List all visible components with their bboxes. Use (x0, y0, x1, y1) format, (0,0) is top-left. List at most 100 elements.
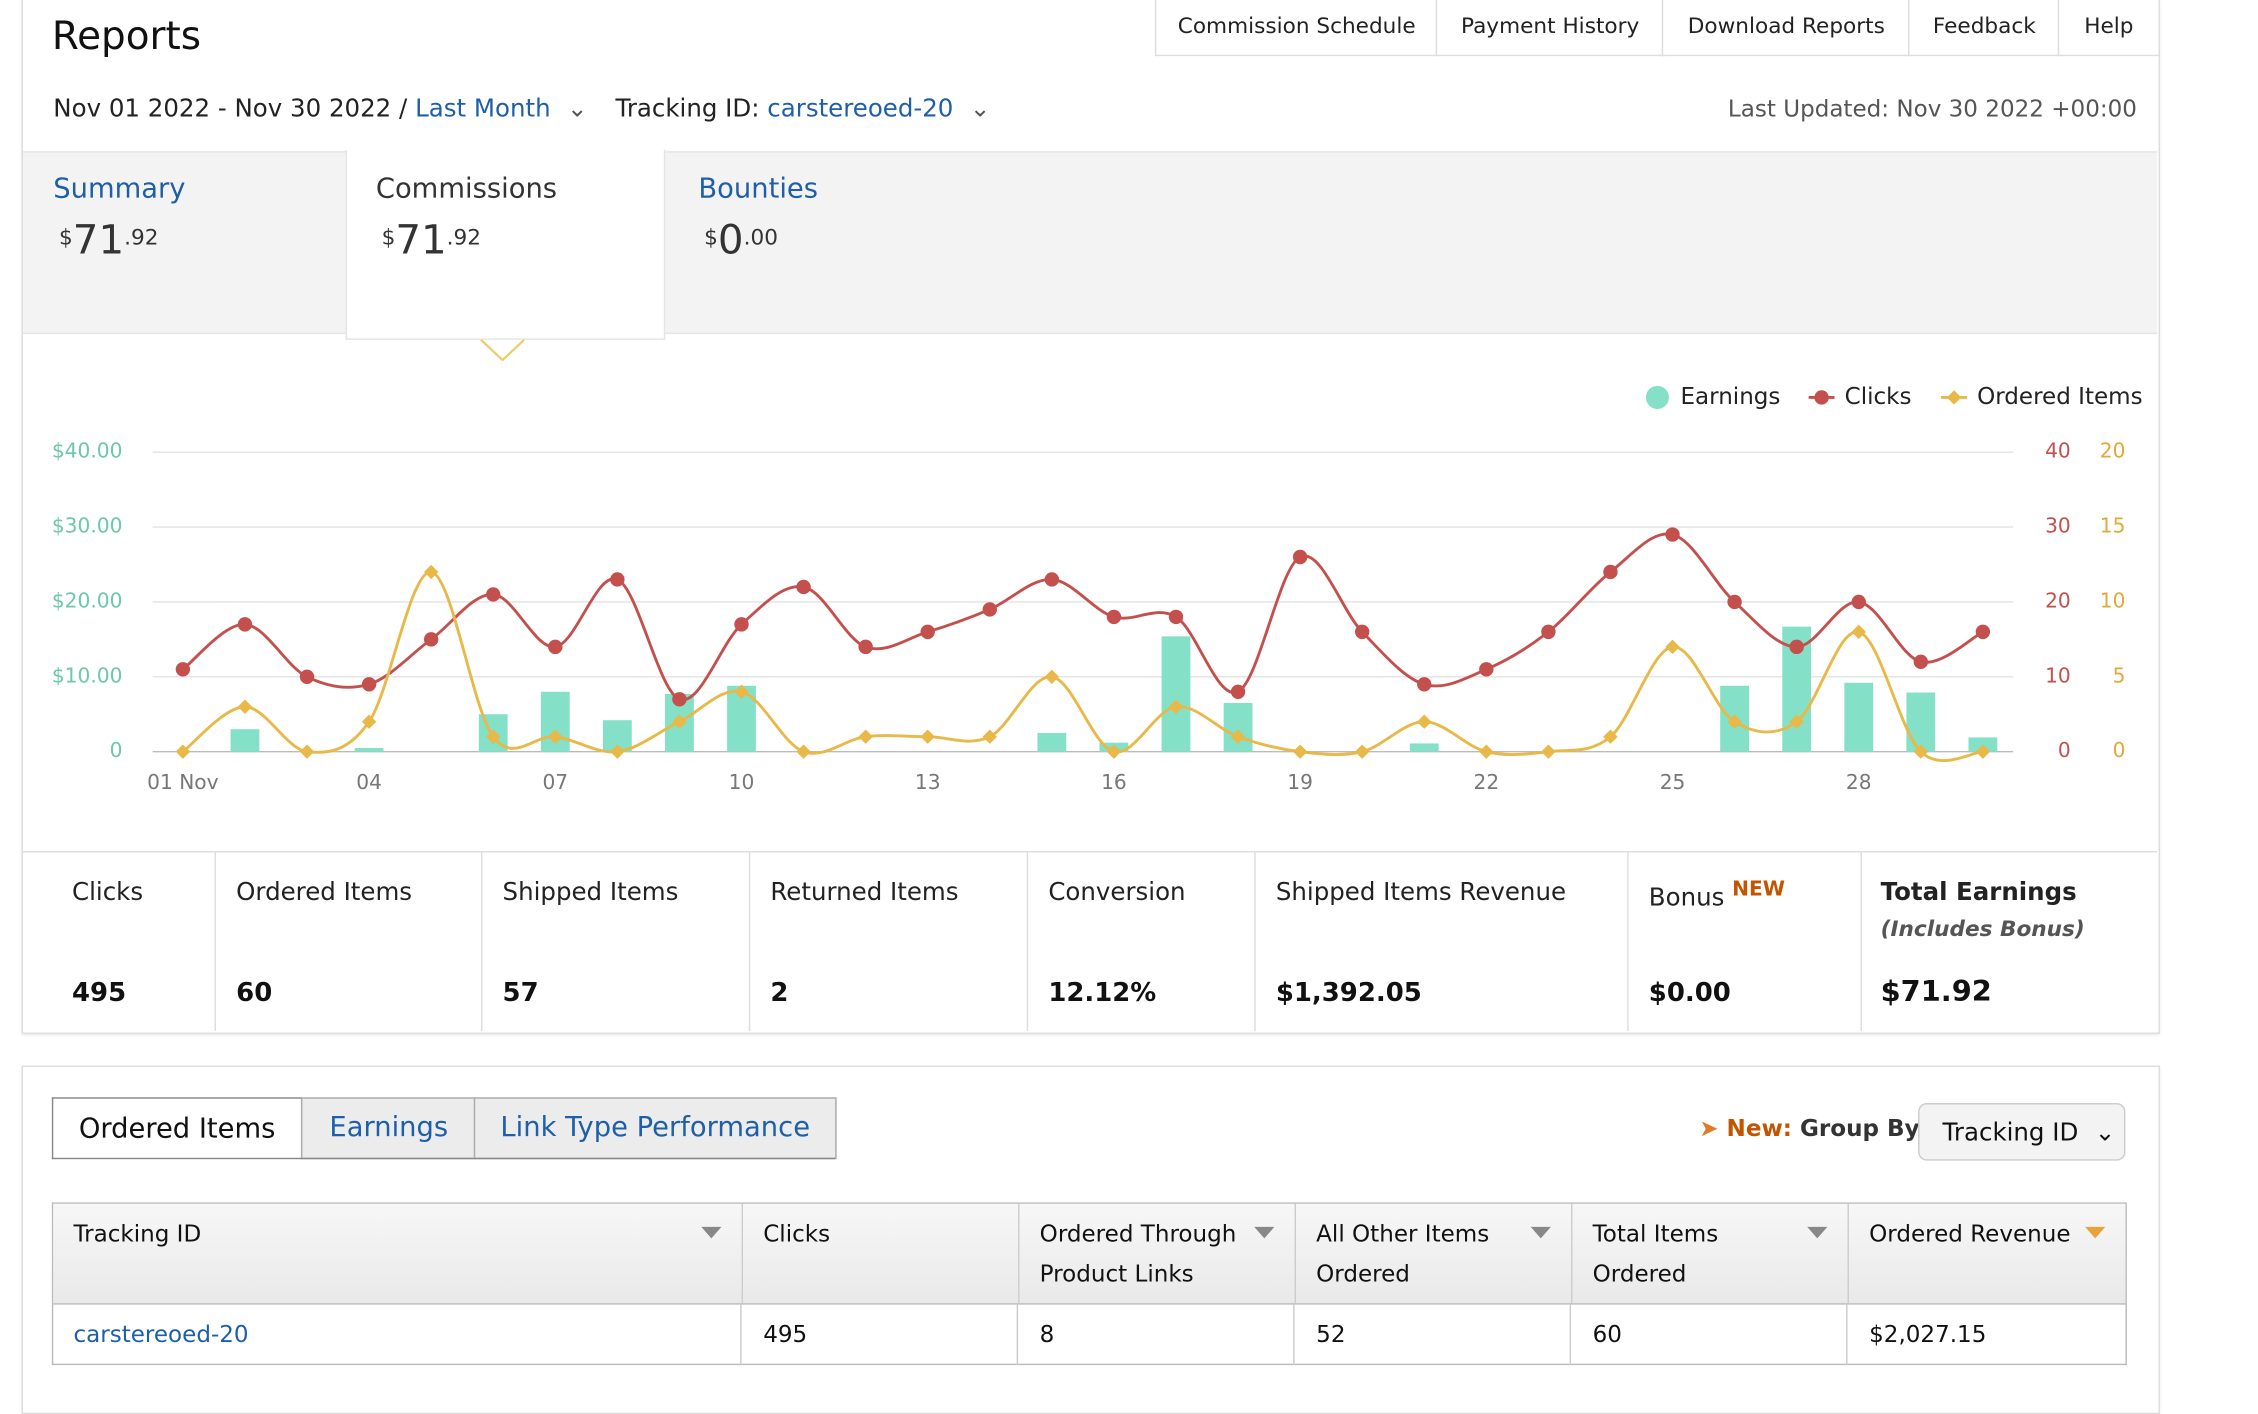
group-select[interactable]: Tracking ID ⌄ (1918, 1103, 2126, 1161)
x-tick-label: 01 Nov (147, 770, 218, 794)
marker (237, 699, 253, 714)
column-header[interactable]: Ordered Through Product Links (1019, 1203, 1296, 1304)
subtab[interactable]: Earnings (300, 1097, 477, 1160)
marker (796, 579, 811, 595)
marker (1292, 549, 1308, 565)
bar (1906, 692, 1936, 752)
marker (1913, 744, 1929, 759)
summary-tab[interactable]: Bounties $0.00 (698, 173, 818, 264)
marker (1727, 594, 1742, 610)
marker (423, 632, 439, 647)
y-tick-label: 30 (2045, 514, 2071, 538)
cell: $2,027.15 (1869, 1320, 1987, 1348)
nav-button[interactable]: Payment History (1435, 0, 1665, 57)
nav-button[interactable]: Help (2057, 0, 2160, 57)
column-header[interactable]: Clicks (743, 1203, 1020, 1304)
group-label: Group By: (1799, 1114, 1929, 1142)
marker (1789, 714, 1804, 729)
marker (1479, 744, 1494, 759)
stat-label: Ordered Items (236, 878, 413, 908)
nav-button[interactable]: Download Reports (1661, 0, 1911, 57)
marker (734, 617, 749, 632)
marker (1541, 624, 1556, 640)
marker (672, 714, 687, 729)
stat-value: 12.12% (1048, 977, 1157, 1009)
stat: Returned Items 2 (749, 852, 1029, 1032)
marker (423, 564, 439, 580)
y-tick-label: 20 (2045, 588, 2071, 612)
marker (1851, 624, 1866, 640)
stat-value: 495 (72, 977, 127, 1009)
y-tick-label: 10 (2045, 663, 2071, 687)
page: Reports Commission Schedule Payment Hist… (21, 0, 2160, 1414)
y-tick-label: $20.00 (52, 588, 123, 612)
marker (1417, 677, 1432, 692)
stat-label: Shipped Items (502, 878, 679, 908)
marker (1789, 639, 1804, 655)
y-tick-label: 0 (2058, 738, 2071, 762)
x-tick-label: 22 (1474, 770, 1500, 794)
stat: Clicks 495 (22, 852, 217, 1032)
legend-swatch (1814, 390, 1829, 405)
page-title: Reports (51, 14, 201, 60)
date-range: Nov 01 2022 - Nov 30 2022 / (53, 95, 408, 124)
column-header[interactable]: Ordered Revenue (1848, 1203, 2126, 1304)
column-header[interactable]: Tracking ID (53, 1203, 744, 1304)
stat-label: Conversion (1048, 878, 1186, 908)
marker (299, 669, 315, 684)
header-text: Clicks (763, 1219, 831, 1248)
tab-label: Bounties (698, 172, 819, 205)
marker (1230, 684, 1246, 699)
bar (1223, 703, 1253, 752)
subtab[interactable]: Link Type Performance (473, 1097, 837, 1160)
marker (1044, 669, 1060, 684)
stat: Total Earnings (Includes Bonus) $71.92 (1860, 852, 2157, 1031)
marker (361, 714, 377, 729)
y-tick-label: 5 (2113, 663, 2126, 687)
rocket-icon: ➤ (1699, 1114, 1719, 1142)
marker (548, 639, 563, 655)
x-tick-label: 10 (729, 770, 755, 794)
marker (1479, 662, 1494, 677)
selected-tab (345, 149, 666, 340)
marker (982, 602, 997, 617)
summary-tab[interactable]: Commissions $71.92 (376, 173, 557, 264)
cell-link[interactable]: carstereoed-20 (53, 1304, 742, 1366)
subtab[interactable]: Ordered Items (51, 1097, 303, 1160)
marker (1851, 594, 1866, 610)
stat: Conversion 12.12% (1027, 852, 1256, 1032)
column-header[interactable]: Total Items Ordered (1572, 1203, 1849, 1304)
chart: 0 $10.00 $20.00 $30.00 $40.00 0 10 20 30 40 0 5 10 15… (52, 339, 2143, 794)
marker (920, 624, 935, 640)
stat-value: 57 (502, 977, 539, 1009)
x-tick-label: 07 (542, 770, 568, 794)
stat-note: (Includes Bonus) (1880, 915, 2085, 942)
cell: 60 (1572, 1304, 1848, 1366)
marker (1665, 527, 1680, 542)
y-tick-label: $30.00 (52, 514, 123, 538)
stat-label: Total Earnings (1880, 878, 2077, 908)
marker (1292, 744, 1308, 759)
marker (1665, 639, 1680, 655)
stat: Shipped Items Revenue $1,392.05 (1254, 852, 1629, 1032)
header-text: Ordered Through Product Links (1039, 1219, 1237, 1288)
bar (1161, 636, 1191, 752)
legend-label: Clicks (1845, 384, 1912, 410)
sort-icon (1807, 1226, 1828, 1239)
stat-value: $0.00 (1648, 977, 1731, 1009)
stat: Shipped Items 57 (481, 852, 751, 1032)
column-header[interactable]: All Other Items Ordered (1296, 1203, 1573, 1304)
legend-swatch (1946, 390, 1962, 405)
bar (1844, 682, 1874, 752)
period-select[interactable]: Last Month (415, 95, 551, 124)
stat-label-text: Bonus (1648, 883, 1725, 913)
new-badge: NEW (1732, 878, 1786, 902)
bar (354, 747, 384, 752)
nav-button[interactable]: Commission Schedule (1154, 0, 1439, 57)
summary-tab[interactable]: Summary $71.92 (53, 173, 185, 264)
marker (858, 729, 873, 744)
marker (796, 744, 811, 759)
tracking-select[interactable]: carstereoed-20 (767, 95, 954, 124)
nav-button[interactable]: Feedback (1908, 0, 2061, 57)
date-line: Nov 01 2022 - Nov 30 2022 / Last Month ⌄… (53, 95, 990, 124)
